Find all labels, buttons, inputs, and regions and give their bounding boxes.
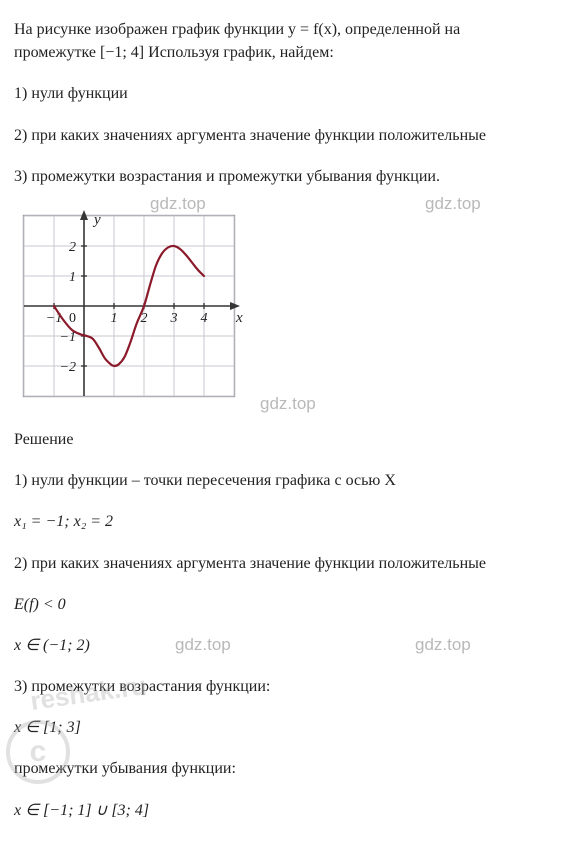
watermark-text: gdz.top <box>425 192 481 217</box>
svg-text:2: 2 <box>69 240 76 255</box>
answer-3a-text: 3) промежутки возрастания функции: <box>14 675 567 698</box>
intro-text: На рисунке изображен график функции y = … <box>14 18 567 64</box>
answer-3c-interval: x ∈ [−1; 1] ∪ [3; 4] <box>14 799 567 822</box>
svg-text:−2: −2 <box>60 360 76 375</box>
intro-line-2: промежутке [−1; 4] Используя график, най… <box>14 44 334 61</box>
svg-text:0: 0 <box>69 311 76 326</box>
question-3: 3) промежутки возрастания и промежутки у… <box>14 165 567 188</box>
question-1: 1) нули функции <box>14 82 567 105</box>
answer-3c-text: промежутки убывания функции: <box>14 757 567 780</box>
svg-text:1: 1 <box>111 311 118 326</box>
answer-3a-interval: x ∈ [1; 3] <box>14 716 567 739</box>
solution-heading: Решение <box>14 428 567 451</box>
answer-2-range: E(f) < 0 <box>14 593 567 616</box>
answer-1-text: 1) нули функции – точки пересечения граф… <box>14 469 567 492</box>
svg-text:x: x <box>235 310 243 326</box>
watermark-text: gdz.top <box>260 392 316 417</box>
svg-text:4: 4 <box>201 311 208 326</box>
svg-text:y: y <box>92 212 101 228</box>
function-graph: −1123412−1−20xy <box>14 206 244 406</box>
svg-text:1: 1 <box>69 270 76 285</box>
question-2: 2) при каких значениях аргумента значени… <box>14 124 567 147</box>
intro-line-1: На рисунке изображен график функции y = … <box>14 21 460 38</box>
svg-text:3: 3 <box>170 311 178 326</box>
watermark-copyright-icon: c <box>6 720 70 784</box>
answer-2-text: 2) при каких значениях аргумента значени… <box>14 552 567 575</box>
answer-2-interval: x ∈ (−1; 2) <box>14 634 567 657</box>
answer-1-values: x₁ = −1; x₂ = 2 <box>14 510 567 533</box>
